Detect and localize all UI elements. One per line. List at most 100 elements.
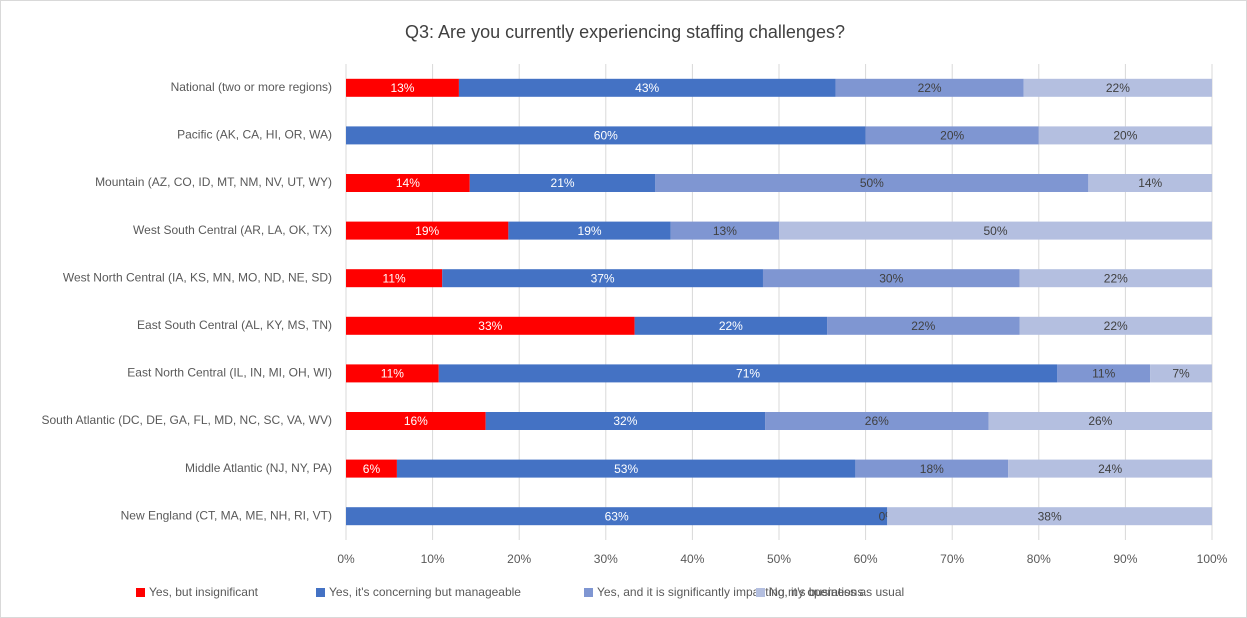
data-label: 63%	[605, 509, 629, 523]
data-label: 37%	[591, 271, 615, 285]
data-label: 21%	[551, 176, 575, 190]
bar-segment	[887, 507, 1212, 526]
bar-segment	[1057, 364, 1151, 383]
data-label: 14%	[1138, 176, 1162, 190]
data-label: 6%	[363, 462, 381, 476]
bar-segment	[762, 269, 1020, 288]
data-label: 53%	[614, 462, 638, 476]
bar-segment	[1023, 78, 1212, 97]
bar-segment	[346, 78, 459, 97]
data-label: 13%	[713, 224, 737, 238]
y-tick-label: South Atlantic (DC, DE, GA, FL, MD, NC, …	[41, 413, 332, 427]
data-label: 13%	[390, 81, 414, 95]
bar-segment	[346, 316, 635, 335]
x-tick-label: 90%	[1113, 552, 1137, 566]
data-label: 26%	[865, 414, 889, 428]
y-tick-label: Middle Atlantic (NJ, NY, PA)	[185, 461, 332, 475]
bar-segment	[779, 221, 1212, 240]
data-label: 38%	[1038, 509, 1062, 523]
data-label: 43%	[635, 81, 659, 95]
data-label: 20%	[940, 129, 964, 143]
x-tick-label: 50%	[767, 552, 791, 566]
legend-swatch	[316, 588, 325, 597]
data-label: 22%	[918, 81, 942, 95]
legend-swatch	[756, 588, 765, 597]
x-tick-label: 0%	[337, 552, 355, 566]
bar-segment	[346, 269, 443, 288]
bar-segment	[346, 412, 486, 430]
x-tick-label: 70%	[940, 552, 964, 566]
bar-segment	[988, 412, 1213, 430]
x-tick-label: 40%	[680, 552, 704, 566]
x-tick-label: 80%	[1027, 552, 1051, 566]
data-label: 22%	[1106, 81, 1130, 95]
bar-segment	[634, 316, 828, 335]
y-tick-label: Mountain (AZ, CO, ID, MT, NM, NV, UT, WY…	[95, 175, 332, 189]
bar-segment	[442, 269, 763, 288]
bar-segment	[835, 78, 1024, 97]
bar-segment	[1150, 364, 1212, 383]
y-tick-label: West North Central (IA, KS, MN, MO, ND, …	[63, 270, 332, 284]
data-label: 22%	[1104, 271, 1128, 285]
bar-segment	[508, 221, 671, 240]
bar-segment	[670, 221, 779, 240]
data-label: 18%	[920, 462, 944, 476]
data-label: 22%	[719, 319, 743, 333]
x-tick-label: 20%	[507, 552, 531, 566]
data-label: 11%	[381, 367, 404, 381]
bar-segment	[865, 126, 1039, 145]
bar-segment	[346, 174, 470, 192]
data-label: 19%	[578, 224, 602, 238]
legend-label: Yes, it's concerning but manageable	[329, 585, 521, 599]
bar-segment	[1038, 126, 1212, 145]
data-label: 7%	[1172, 367, 1190, 381]
data-label: 22%	[911, 319, 935, 333]
bar-segment	[655, 174, 1089, 192]
bar-segment	[346, 507, 888, 526]
bar-segment	[1019, 269, 1212, 288]
legend-swatch	[584, 588, 593, 597]
data-label: 50%	[983, 224, 1007, 238]
bar-segment	[1088, 174, 1213, 192]
data-label: 33%	[478, 319, 502, 333]
bar-segment	[346, 459, 397, 478]
data-label: 60%	[594, 129, 618, 143]
bar-segment	[469, 174, 656, 192]
data-label: 26%	[1088, 414, 1112, 428]
x-tick-label: 60%	[854, 552, 878, 566]
data-label: 19%	[415, 224, 439, 238]
y-tick-label: East South Central (AL, KY, MS, TN)	[137, 318, 332, 332]
y-tick-label: New England (CT, MA, ME, NH, RI, VT)	[121, 508, 332, 522]
bar-segment	[458, 78, 836, 97]
bar-segment	[827, 316, 1020, 335]
data-label: 11%	[383, 271, 406, 285]
y-tick-label: National (two or more regions)	[171, 80, 332, 94]
legend-swatch	[136, 588, 145, 597]
data-label: 14%	[396, 176, 420, 190]
bar-segment	[438, 364, 1058, 383]
data-label: 32%	[613, 414, 637, 428]
bar-segment	[765, 412, 989, 430]
bar-segment	[346, 126, 866, 145]
bar-segment	[346, 221, 509, 240]
data-label: 11%	[1092, 367, 1115, 381]
data-label: 22%	[1104, 319, 1128, 333]
bar-segment	[1008, 459, 1212, 478]
y-tick-label: East North Central (IL, IN, MI, OH, WI)	[127, 366, 332, 380]
data-label: 24%	[1098, 462, 1122, 476]
bar-segment	[396, 459, 856, 478]
legend-label: No, it’s business as usual	[769, 585, 904, 599]
legend-label: Yes, but insignificant	[149, 585, 259, 599]
data-label: 30%	[879, 271, 903, 285]
data-label: 71%	[736, 367, 760, 381]
data-label: 50%	[860, 176, 884, 190]
data-label: 20%	[1113, 129, 1137, 143]
bar-segment	[485, 412, 766, 430]
x-tick-label: 100%	[1197, 552, 1228, 566]
legend-label: Yes, and it is significantly impacting m…	[597, 585, 863, 599]
bar-segment	[346, 364, 439, 383]
y-tick-label: Pacific (AK, CA, HI, OR, WA)	[177, 128, 332, 142]
y-tick-label: West South Central (AR, LA, OK, TX)	[133, 223, 332, 237]
